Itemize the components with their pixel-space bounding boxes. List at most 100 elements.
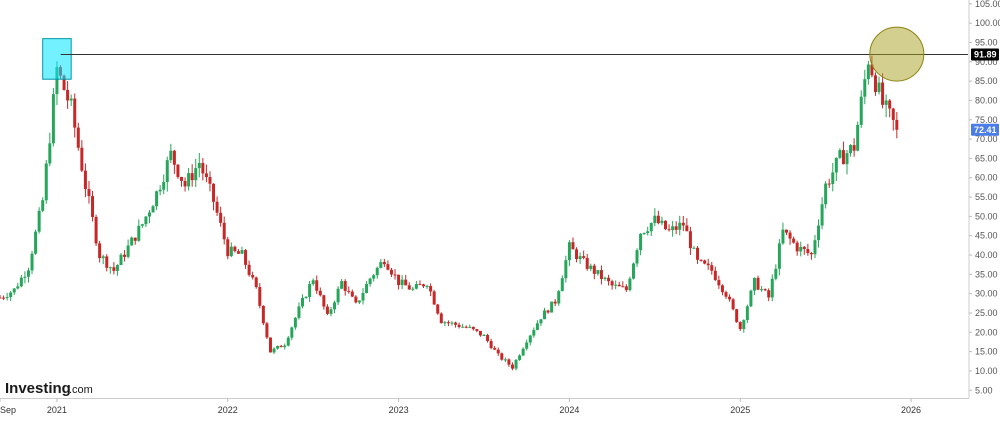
candle-body: [614, 284, 618, 286]
candle-body: [425, 286, 429, 288]
last-price-tag-bg: [971, 123, 999, 136]
x-tick-label: 2022: [218, 405, 238, 415]
candle-body: [87, 189, 91, 197]
candle-body: [521, 348, 525, 356]
candle-body: [603, 277, 607, 279]
candle-body: [254, 277, 258, 288]
x-tick-label: Sep: [0, 405, 16, 415]
candle-body: [639, 233, 643, 251]
y-tick-label: 80.00: [975, 95, 998, 105]
candle-body: [834, 157, 838, 173]
candle-body: [108, 267, 112, 269]
candle-body: [475, 329, 479, 331]
candle-body: [286, 337, 290, 346]
candle-body: [656, 215, 660, 224]
candle-body: [80, 147, 84, 171]
plot-layer: [0, 55, 899, 371]
candle-body: [379, 262, 383, 268]
candle-body: [560, 278, 564, 292]
candle-body: [258, 287, 262, 306]
candle-body: [240, 250, 244, 254]
candle-body: [41, 200, 45, 211]
y-tick-label: 50.00: [975, 211, 998, 221]
candle-body: [688, 231, 692, 249]
reference-price-tag-text: 91.89: [974, 50, 997, 60]
candle-body: [151, 206, 155, 213]
candle-body: [553, 301, 557, 304]
candle-body: [891, 108, 895, 120]
candle-body: [197, 163, 201, 169]
candle-body: [774, 268, 778, 279]
candle-body: [276, 345, 280, 349]
candle-body: [357, 300, 361, 303]
candle-body: [503, 359, 507, 361]
x-tick-label: 2026: [901, 405, 921, 415]
candle-body: [91, 196, 95, 217]
candle-body: [361, 293, 365, 301]
y-tick-label: 20.00: [975, 327, 998, 337]
candle-body: [582, 256, 586, 258]
candle-body: [567, 242, 571, 261]
candle-body: [617, 284, 621, 287]
candle-body: [852, 145, 856, 151]
candle-body: [112, 267, 116, 271]
candle-body: [849, 145, 853, 154]
candle-body: [792, 238, 796, 243]
candle-body: [226, 239, 230, 257]
candle-body: [877, 82, 881, 93]
candle-body: [610, 281, 614, 286]
candle-body: [710, 265, 714, 271]
candle-body: [372, 275, 376, 279]
candle-body: [37, 210, 41, 232]
candle-body: [34, 231, 38, 254]
candle-body: [16, 286, 20, 289]
candle-body: [457, 324, 461, 327]
candle-body: [318, 290, 322, 296]
candle-body: [817, 225, 821, 241]
candle-body: [575, 249, 579, 260]
candle-body: [777, 243, 781, 269]
candle-body: [660, 220, 664, 224]
candle-body: [446, 322, 450, 324]
candle-body: [546, 310, 550, 313]
candle-body: [856, 124, 860, 151]
y-tick-label: 105.00: [975, 0, 1000, 9]
highlight-circle: [869, 26, 925, 82]
candle-body: [646, 231, 650, 234]
candle-body: [486, 335, 490, 342]
candle-body: [279, 345, 283, 348]
candle-body: [713, 270, 717, 281]
logo-suffix-text: .com: [69, 384, 93, 396]
candle-body: [785, 229, 788, 233]
candle-body: [795, 242, 799, 252]
x-tick-label: 2023: [389, 405, 409, 415]
candle-body: [315, 280, 319, 291]
candle-body: [763, 289, 767, 291]
candle-body: [236, 251, 240, 254]
candle-body: [172, 150, 176, 165]
candle-body: [514, 359, 518, 369]
candle-body: [194, 168, 198, 181]
candle-body: [557, 291, 561, 304]
candle-body: [621, 286, 625, 288]
candle-body: [706, 263, 710, 266]
candle-body: [201, 163, 205, 174]
candle-body: [229, 246, 233, 257]
candle-body: [140, 224, 144, 226]
candle-body: [261, 305, 265, 324]
candle-body: [411, 288, 415, 290]
candle-body: [813, 240, 817, 255]
candle-body: [283, 345, 287, 348]
candle-body: [873, 75, 877, 93]
candle-body: [443, 322, 447, 324]
candle-body: [649, 223, 653, 232]
candle-body: [671, 226, 675, 231]
candle-body: [578, 256, 582, 260]
candle-body: [631, 263, 635, 279]
candle-body: [272, 348, 276, 353]
candle-body: [30, 253, 34, 271]
candle-body: [393, 274, 397, 276]
candle-body: [247, 264, 251, 275]
candle-body: [699, 259, 703, 261]
